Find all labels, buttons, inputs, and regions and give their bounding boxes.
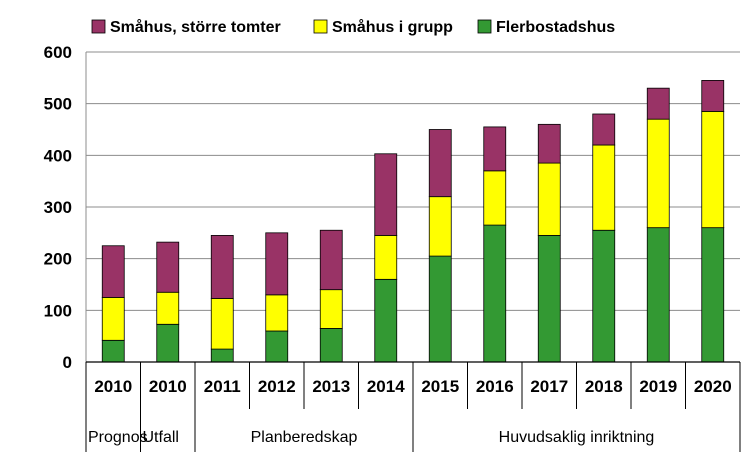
bar-segment-flerbostadshus <box>265 330 289 363</box>
x-tick-label: 2010 <box>94 377 132 396</box>
y-tick-label: 0 <box>63 353 72 372</box>
legend-swatch <box>477 19 492 34</box>
legend-label: Småhus, större tomter <box>110 18 281 36</box>
bar-segment-småhus-i-grupp <box>210 298 234 350</box>
legend-label: Småhus i grupp <box>332 18 453 36</box>
gridlines <box>86 51 740 311</box>
bar-segment-flerbostadshus <box>646 227 670 363</box>
bar-segment-flerbostadshus <box>701 227 725 363</box>
y-tick-label: 200 <box>44 250 72 269</box>
bar-segment-småhus-större-tomter <box>319 229 343 291</box>
bar-segment-flerbostadshus <box>428 255 452 363</box>
x-axis: 2010 2010 2011 2012 2013 2014 2015 2016 2017 2018… <box>85 361 741 452</box>
bar-segment-småhus-större-tomter <box>428 129 452 198</box>
bar-segment-flerbostadshus <box>592 229 616 363</box>
x-tick-label: 2020 <box>694 377 732 396</box>
bar-segment-småhus-större-tomter <box>646 87 670 120</box>
y-tick-label: 400 <box>44 146 72 165</box>
legend-label: Flerbostadshus <box>496 19 615 36</box>
y-tick-label: 100 <box>44 301 72 320</box>
bar-segment-flerbostadshus <box>156 323 180 363</box>
x-tick-label: 2014 <box>367 377 405 396</box>
bar-segment-flerbostadshus <box>101 339 125 363</box>
x-tick-label: 2018 <box>585 377 623 396</box>
group-label: Huvudsaklig inriktning <box>499 429 655 446</box>
group-label: Prognos <box>88 429 148 446</box>
group-label: Utfall <box>143 429 179 446</box>
x-tick-label: 2010 <box>149 377 187 396</box>
bar-segment-småhus-i-grupp <box>374 235 398 280</box>
bar-segment-småhus-i-grupp <box>265 294 289 332</box>
legend-swatch <box>313 19 328 34</box>
bar-segment-småhus-större-tomter <box>592 113 616 146</box>
x-tick-label: 2015 <box>421 377 459 396</box>
bar-segment-flerbostadshus <box>483 224 507 363</box>
bar-segment-småhus-större-tomter <box>156 241 180 293</box>
bar-segment-småhus-i-grupp <box>101 297 125 341</box>
bar-segment-småhus-i-grupp <box>428 196 452 257</box>
x-tick-label: 2012 <box>258 377 296 396</box>
y-tick-label: 500 <box>44 95 72 114</box>
x-tick-label: 2017 <box>530 377 568 396</box>
bar-segment-flerbostadshus <box>319 328 343 363</box>
x-tick-label: 2019 <box>639 377 677 396</box>
bar-segment-småhus-i-grupp <box>156 291 180 325</box>
bar-segment-småhus-i-grupp <box>537 162 561 236</box>
bar-segment-småhus-större-tomter <box>374 153 398 236</box>
bar-segment-småhus-större-tomter <box>701 80 725 112</box>
bar-segment-flerbostadshus <box>537 235 561 363</box>
x-tick-label: 2011 <box>204 377 241 396</box>
x-tick-label: 2016 <box>476 377 514 396</box>
bar-segment-småhus-större-tomter <box>537 123 561 164</box>
y-tick-label: 600 <box>44 43 72 62</box>
bar-segment-småhus-större-tomter <box>483 126 507 172</box>
bar-segment-flerbostadshus <box>210 348 234 363</box>
bar-segment-småhus-större-tomter <box>101 245 125 298</box>
bar-segment-flerbostadshus <box>374 278 398 363</box>
bars <box>101 80 725 363</box>
bar-segment-småhus-i-grupp <box>646 118 670 229</box>
legend: Småhus, större tomter Småhus i grupp Flerb… <box>91 18 615 36</box>
bar-segment-småhus-i-grupp <box>592 144 616 231</box>
bar-segment-småhus-i-grupp <box>483 170 507 226</box>
legend-swatch <box>91 19 106 34</box>
y-axis: 0 100 200 300 400 500 600 <box>44 43 87 372</box>
bar-segment-småhus-större-tomter <box>265 232 289 296</box>
x-tick-label: 2013 <box>312 377 350 396</box>
bar-segment-småhus-större-tomter <box>210 235 234 299</box>
y-tick-label: 300 <box>44 198 72 217</box>
group-label: Planberedskap <box>251 429 358 446</box>
bar-segment-småhus-i-grupp <box>701 111 725 229</box>
bar-segment-småhus-i-grupp <box>319 289 343 329</box>
